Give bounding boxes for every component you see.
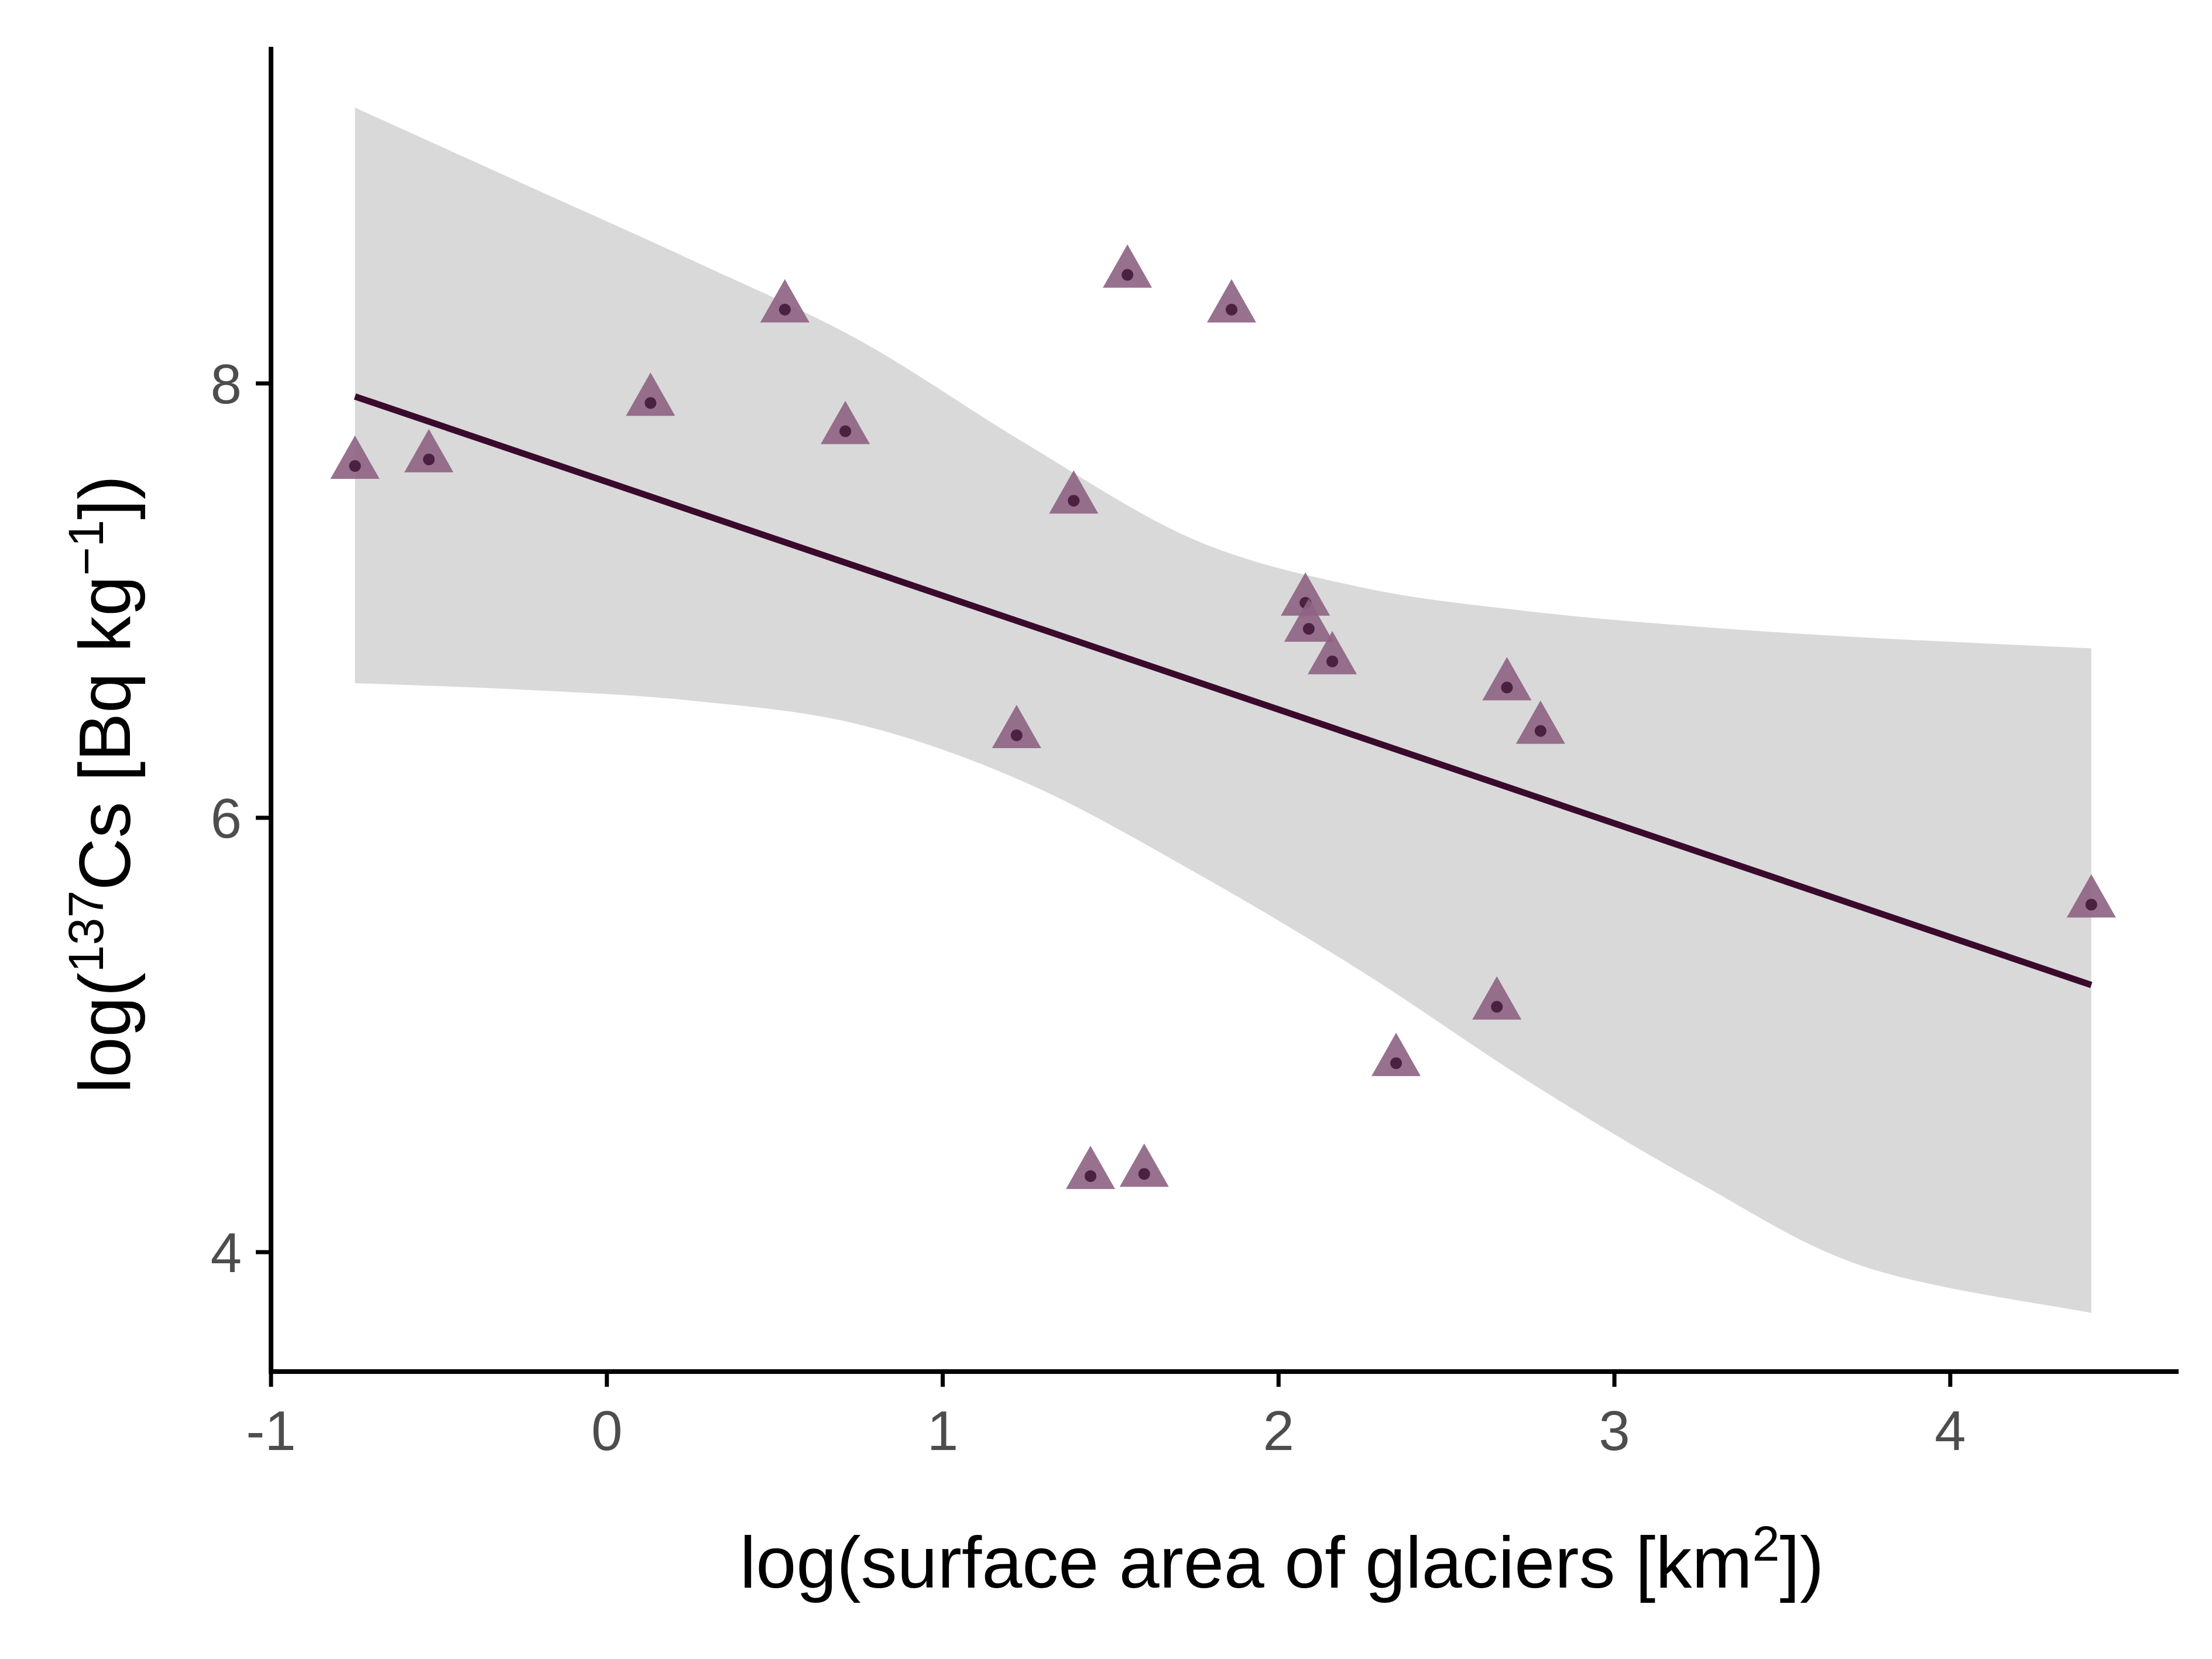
confidence-band-layer	[355, 107, 2091, 1313]
x-tick-label: 3	[1599, 1400, 1630, 1462]
point-triangle	[626, 372, 675, 416]
point-dot	[1225, 303, 1237, 316]
point-dot	[1491, 1000, 1503, 1013]
point-triangle	[1284, 598, 1333, 642]
point-dot	[839, 425, 852, 437]
x-tick-label: 2	[1263, 1400, 1294, 1462]
y-tick-label: 8	[211, 353, 242, 416]
point-triangle	[1371, 1033, 1421, 1077]
data-point	[1049, 470, 1099, 514]
point-triangle	[1103, 244, 1153, 288]
confidence-band	[355, 107, 2091, 1313]
data-point	[1515, 700, 1565, 744]
data-point	[1308, 630, 1357, 674]
point-dot	[1084, 1170, 1096, 1182]
data-point	[821, 400, 870, 444]
point-triangle	[760, 279, 810, 323]
point-triangle	[1482, 657, 1532, 701]
point-dot	[1390, 1057, 1402, 1070]
data-point	[1482, 657, 1532, 701]
data-point	[2066, 874, 2116, 918]
point-triangle	[1308, 630, 1357, 674]
point-dot	[1010, 729, 1023, 742]
regression-line	[354, 393, 2093, 988]
y-axis-title: log(137Cs [Bq kg−1])	[59, 475, 146, 1094]
point-dot	[1534, 725, 1546, 737]
point-dot	[349, 460, 361, 472]
point-triangle	[1515, 700, 1565, 744]
point-triangle	[1049, 470, 1099, 514]
data-point	[1472, 976, 1522, 1020]
point-triangle	[1065, 1146, 1115, 1190]
data-point	[992, 705, 1041, 749]
point-triangle	[1119, 1143, 1169, 1187]
point-dot	[1302, 623, 1315, 635]
x-axis-title: log(surface area of glaciers [km2])	[740, 1516, 1824, 1603]
data-point	[404, 429, 454, 472]
y-tick-label: 6	[211, 787, 242, 850]
point-triangle	[1281, 572, 1330, 616]
data-point	[1065, 1146, 1115, 1190]
data-point	[760, 279, 810, 323]
data-points-layer	[330, 244, 2116, 1190]
data-point	[1284, 598, 1333, 642]
y-tick-label: 4	[211, 1222, 242, 1284]
x-tick-label: 0	[591, 1400, 622, 1462]
axes-layer: -1 0 1 2 3 4 4 6 8	[211, 47, 2179, 1462]
point-dot	[1138, 1168, 1150, 1180]
point-triangle	[404, 429, 454, 472]
x-tick-label: 1	[927, 1400, 958, 1462]
point-dot	[1122, 269, 1134, 281]
point-triangle	[992, 705, 1041, 749]
data-point	[1103, 244, 1153, 288]
point-dot	[779, 303, 791, 316]
point-triangle	[821, 400, 870, 444]
point-triangle	[2066, 874, 2116, 918]
point-dot	[423, 453, 435, 465]
data-point	[1119, 1143, 1169, 1187]
regression-line-layer	[354, 393, 2093, 988]
point-triangle	[1472, 976, 1522, 1020]
x-tick-label: 4	[1935, 1400, 1966, 1462]
data-point	[1206, 279, 1256, 323]
point-dot	[1068, 495, 1080, 507]
x-tick-label: -1	[246, 1400, 296, 1462]
point-dot	[1326, 655, 1339, 667]
point-dot	[1501, 681, 1513, 694]
point-triangle	[330, 435, 380, 479]
data-point	[626, 372, 675, 416]
point-dot	[2085, 899, 2097, 911]
point-triangle	[1206, 279, 1256, 323]
point-dot	[644, 397, 657, 409]
data-point	[1371, 1033, 1421, 1077]
data-point	[330, 435, 380, 479]
